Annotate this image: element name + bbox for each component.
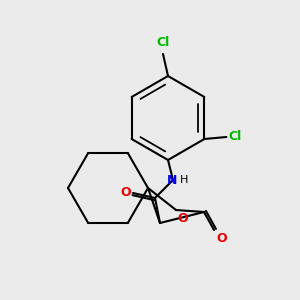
Text: N: N [167,173,177,187]
Text: Cl: Cl [156,36,170,49]
Text: O: O [120,185,131,199]
Text: O: O [216,232,226,245]
Text: Cl: Cl [228,130,242,143]
Text: O: O [177,212,188,225]
Text: H: H [180,175,188,185]
